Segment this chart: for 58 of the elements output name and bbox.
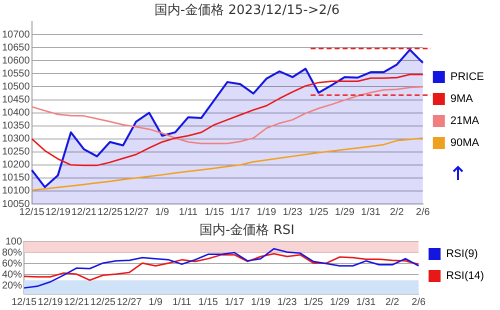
legend-label: PRICE xyxy=(450,71,484,84)
x-tick-label: 1/11 xyxy=(172,296,192,308)
x-tick-label: 1/31 xyxy=(356,296,376,308)
legend-label: 90MA xyxy=(450,137,480,150)
legend-label: RSI(14) xyxy=(446,270,484,282)
legend-label: 21MA xyxy=(450,115,480,128)
x-tick-label: 12/27 xyxy=(116,296,142,308)
legend-label: RSI(9) xyxy=(446,248,478,260)
x-tick-label: 12/25 xyxy=(90,296,116,308)
x-tick-label: 1/9 xyxy=(148,296,163,308)
y-tick-label: 10450 xyxy=(2,94,30,106)
x-tick-label: 1/29 xyxy=(330,296,350,308)
x-tick-label: 2/2 xyxy=(390,206,404,218)
y-tick-label: 10350 xyxy=(2,120,30,132)
y-tick-label: 10400 xyxy=(2,108,30,119)
chart-title: 国内-金価格 RSI xyxy=(200,223,294,238)
x-tick-label: 1/29 xyxy=(334,206,355,218)
x-tick-label: 1/17 xyxy=(230,206,251,218)
y-tick-label: 60% xyxy=(2,258,22,270)
y-tick-label: 10200 xyxy=(2,160,30,171)
x-tick-label: 12/15 xyxy=(12,296,37,308)
y-tick-label: 10500 xyxy=(2,81,30,92)
y-tick-label: 40% xyxy=(2,269,22,280)
x-tick-label: 1/17 xyxy=(224,296,245,308)
x-tick-label: 12/15 xyxy=(19,206,45,218)
x-tick-label: 12/21 xyxy=(64,296,90,308)
y-tick-label: 10300 xyxy=(2,134,30,145)
y-tick-label: 10150 xyxy=(2,172,30,184)
x-tick-label: 1/11 xyxy=(178,206,198,218)
x-tick-label: 1/15 xyxy=(198,296,218,308)
x-tick-label: 1/23 xyxy=(282,206,303,218)
y-tick-label: 10100 xyxy=(2,186,30,197)
x-tick-label: 2/6 xyxy=(416,206,430,218)
x-tick-label: 2/6 xyxy=(412,296,426,308)
x-tick-label: 12/21 xyxy=(71,206,97,218)
x-tick-label: 1/25 xyxy=(308,206,329,218)
x-tick-label: 1/23 xyxy=(277,296,298,308)
x-tick-label: 12/25 xyxy=(98,206,123,218)
y-tick-label: 10600 xyxy=(2,55,30,66)
x-tick-label: 12/27 xyxy=(124,206,150,218)
x-tick-label: 12/19 xyxy=(38,296,64,308)
y-tick-label: 80% xyxy=(2,247,22,258)
x-tick-label: 1/31 xyxy=(361,206,381,218)
chart-title: 国内-金価格 2023/12/15->2/6 xyxy=(154,3,340,18)
x-tick-label: 12/19 xyxy=(45,206,71,218)
y-tick-label: 10250 xyxy=(2,146,30,158)
y-tick-label: 100 xyxy=(5,236,22,248)
y-tick-label: 20% xyxy=(2,280,22,292)
x-tick-label: 1/15 xyxy=(204,206,224,218)
y-tick-label: 10550 xyxy=(2,68,30,80)
y-tick-label: 10700 xyxy=(2,29,30,40)
y-tick-label: 10650 xyxy=(2,42,30,54)
legend-label: 9MA xyxy=(450,93,474,106)
x-tick-label: 1/9 xyxy=(155,206,170,218)
x-tick-label: 1/19 xyxy=(256,206,277,218)
x-tick-label: 1/25 xyxy=(304,296,324,308)
x-tick-label: 1/19 xyxy=(251,296,271,308)
x-tick-label: 2/2 xyxy=(385,296,400,308)
